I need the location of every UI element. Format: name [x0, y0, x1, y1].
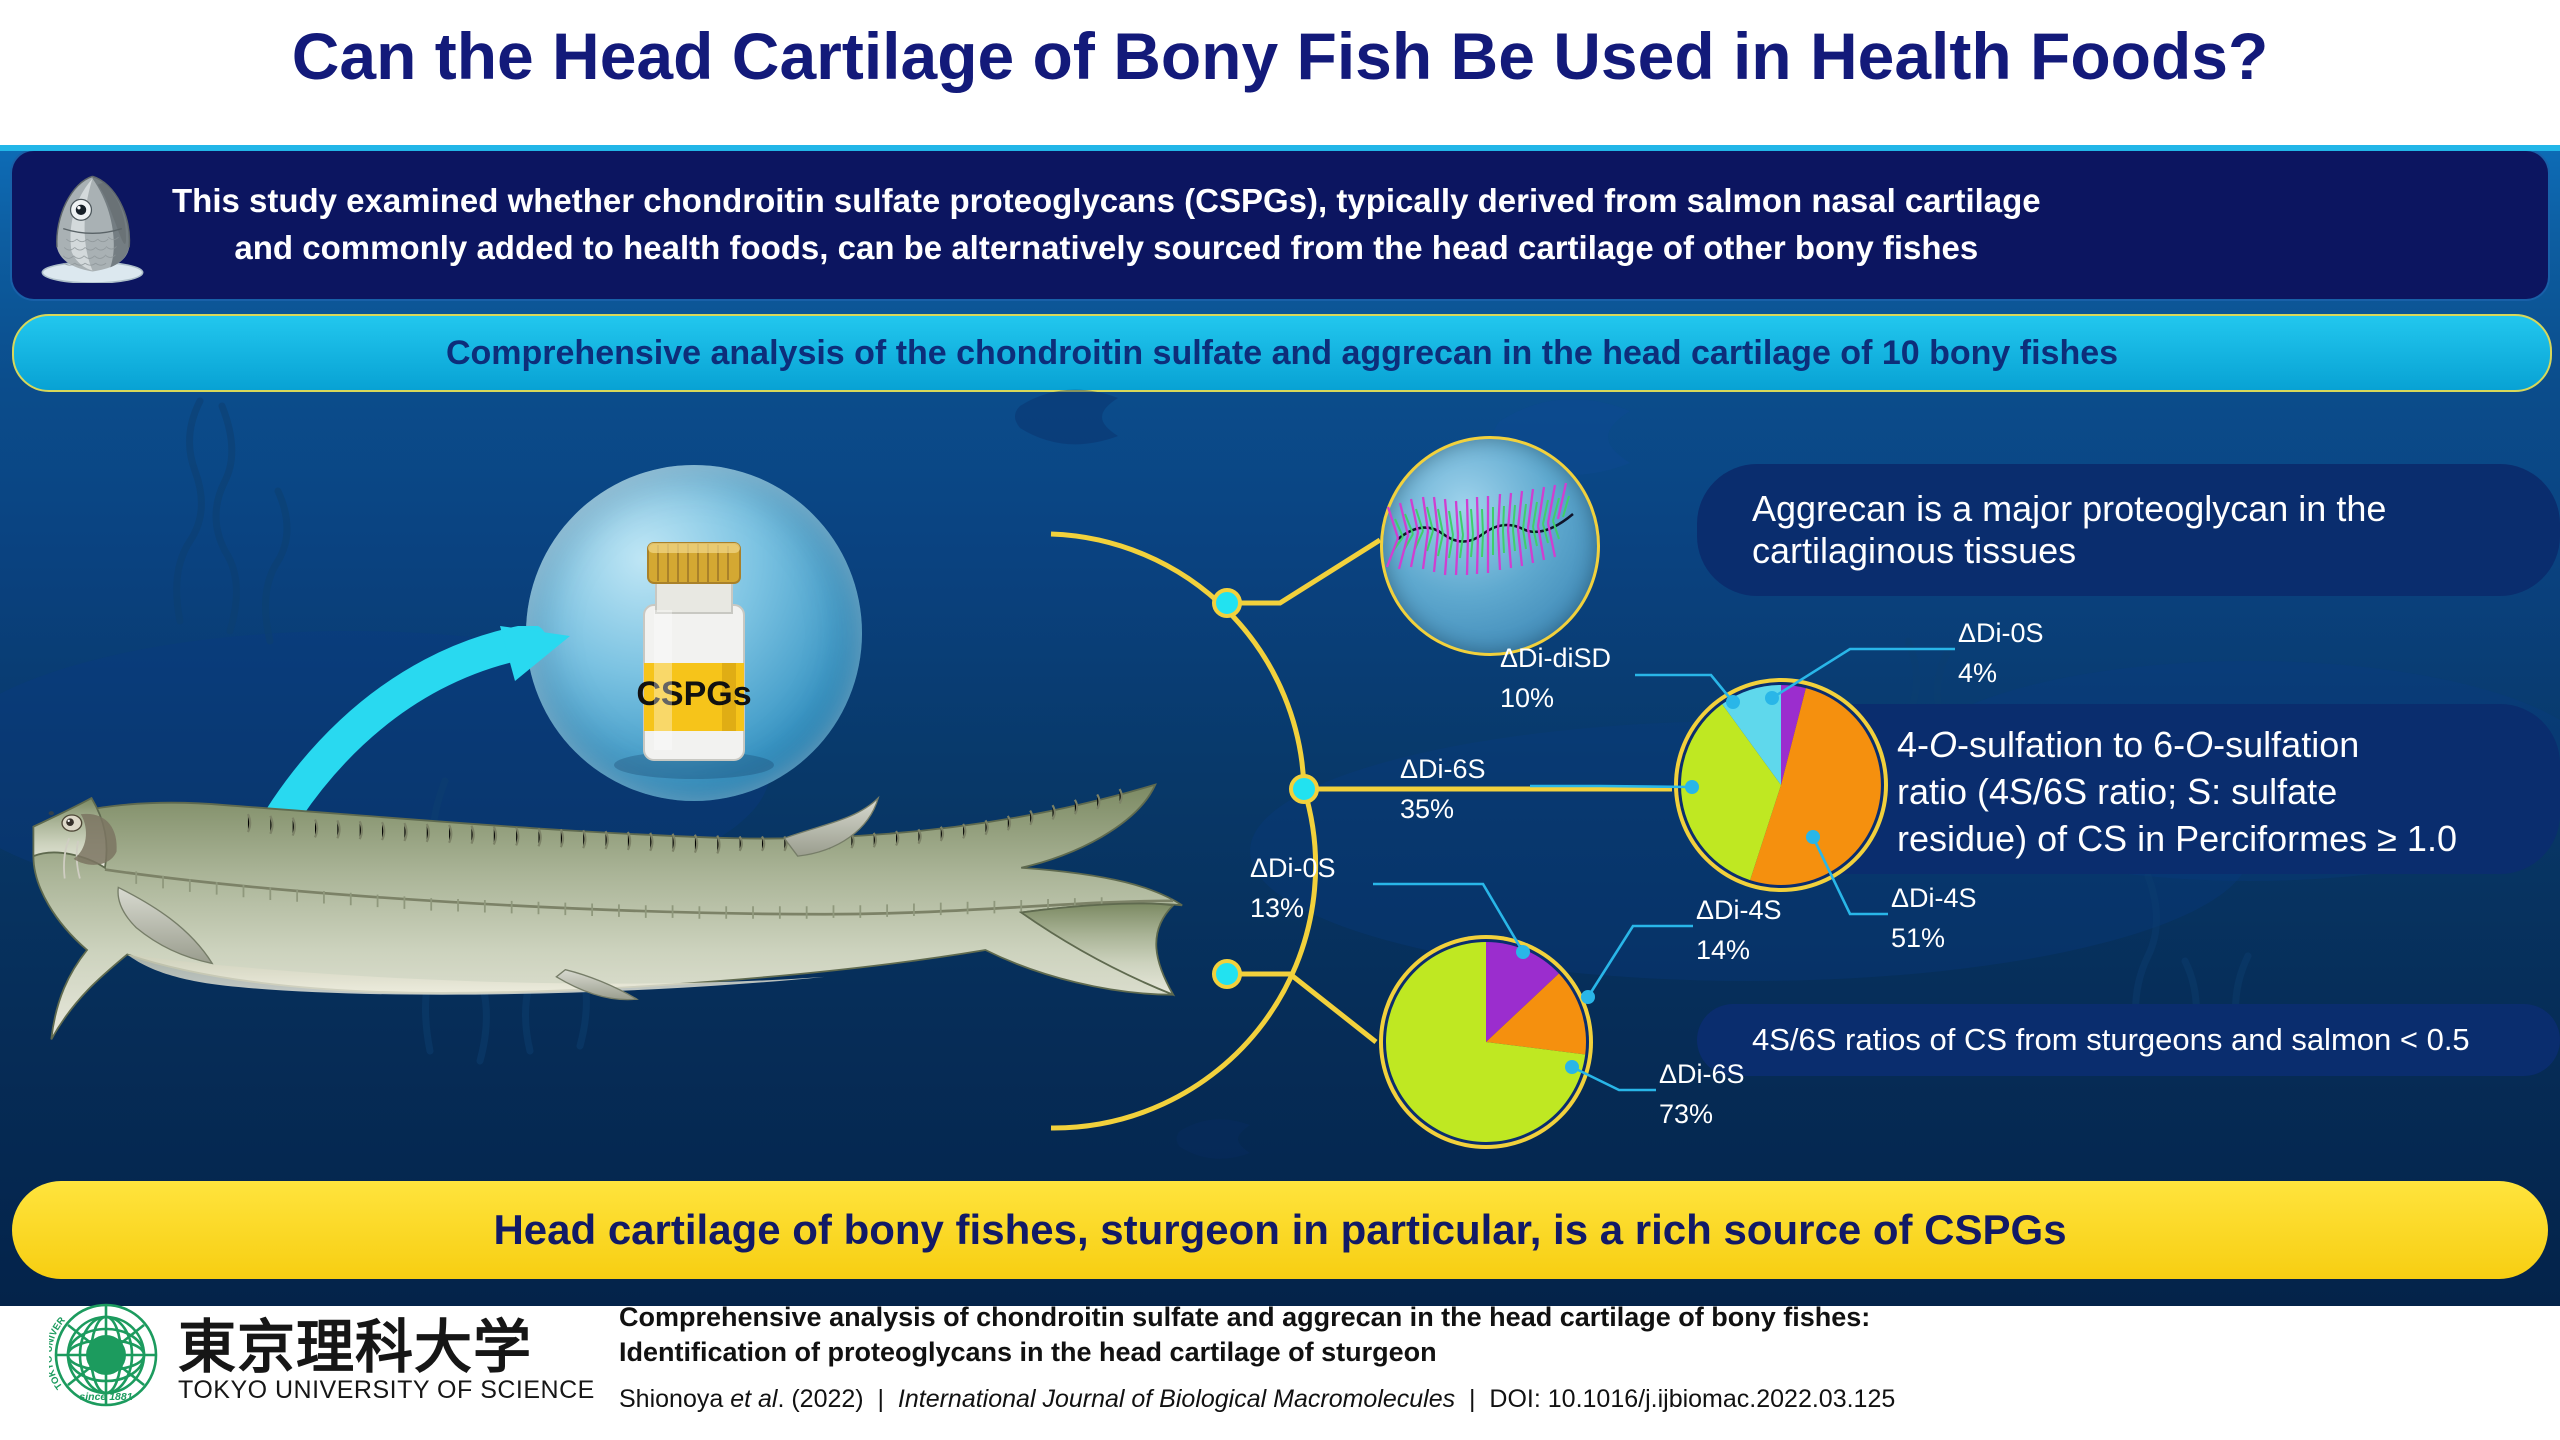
svg-text:35%: 35% [1400, 794, 1454, 824]
svg-text:4%: 4% [1958, 658, 1997, 688]
svg-text:ΔDi-6S: ΔDi-6S [1400, 754, 1486, 784]
svg-text:ΔDi-0S: ΔDi-0S [1250, 853, 1336, 883]
svg-text:51%: 51% [1891, 923, 1945, 953]
svg-text:since 1881: since 1881 [79, 1391, 132, 1403]
svg-text:ΔDi-0S: ΔDi-0S [1958, 618, 2044, 648]
svg-text:ΔDi-4S: ΔDi-4S [1696, 895, 1782, 925]
svg-text:73%: 73% [1659, 1099, 1713, 1129]
svg-text:14%: 14% [1696, 935, 1750, 965]
svg-text:ΔDi-4S: ΔDi-4S [1891, 883, 1977, 913]
svg-text:10%: 10% [1500, 683, 1554, 713]
svg-text:13%: 13% [1250, 893, 1304, 923]
svg-text:ΔDi-6S: ΔDi-6S [1659, 1059, 1745, 1089]
svg-text:ΔDi-diSD: ΔDi-diSD [1500, 643, 1611, 673]
svg-text:TOKYO UNIVERSITY OF SCIENCE: TOKYO UNIVERSITY OF SCIENCE [49, 1303, 68, 1391]
